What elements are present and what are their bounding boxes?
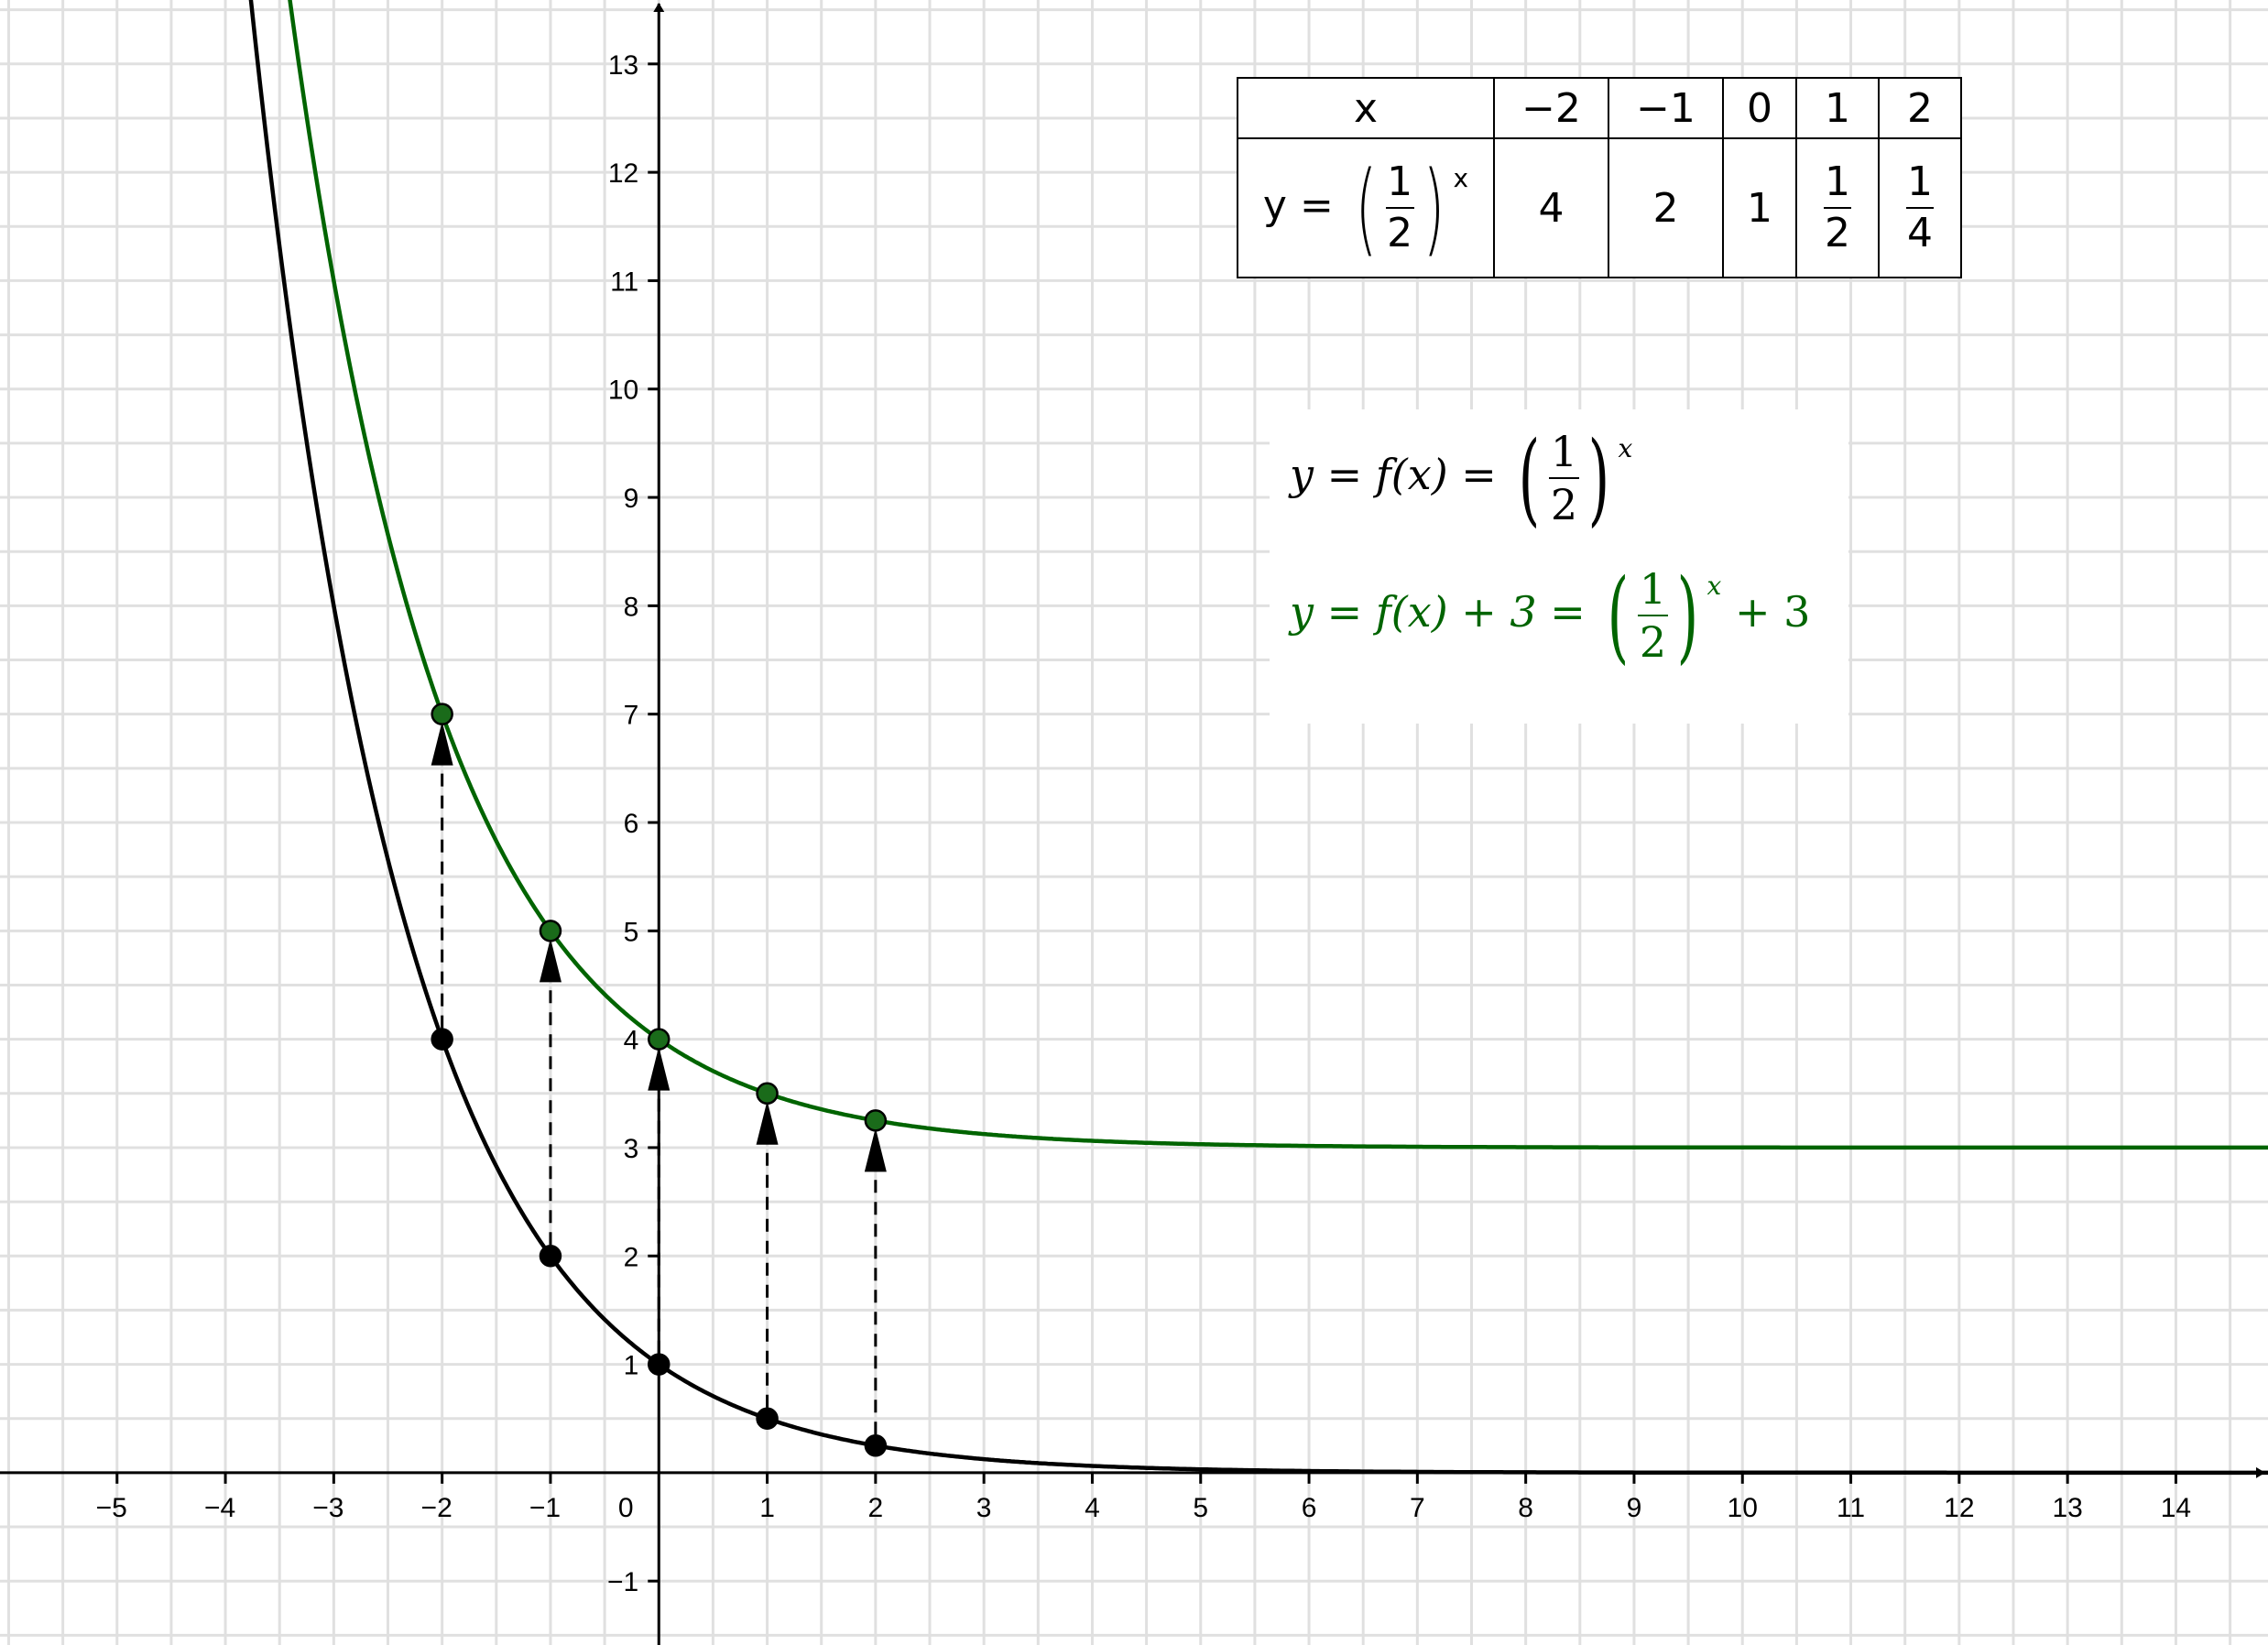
exponent: x (1453, 163, 1469, 193)
x-tick-label: 5 (1193, 1493, 1208, 1523)
point-f (864, 1434, 888, 1457)
shift-arrowhead (864, 1128, 887, 1172)
point-f (648, 1353, 671, 1376)
numerator: 1 (1550, 426, 1578, 476)
x-tick-label: 10 (1728, 1493, 1758, 1523)
x-tick-label: 4 (1085, 1493, 1100, 1523)
shift-arrowhead (539, 938, 562, 983)
numerator: 1 (1639, 563, 1667, 614)
formula-f-plus-3: y = f(x) + 3 = (1 2) x + 3 (1290, 557, 1811, 674)
equals-sign: = (1299, 182, 1334, 229)
x-tick-label: −5 (96, 1493, 127, 1523)
x-tick-label: 8 (1518, 1493, 1533, 1523)
y-tick-label: 6 (624, 809, 639, 839)
point-f-plus-3 (756, 1082, 779, 1106)
x-tick-label: 6 (1302, 1493, 1317, 1523)
formula-tail: + 3 (1734, 587, 1811, 637)
y-tick-label: 9 (624, 484, 639, 514)
point-f (756, 1407, 779, 1430)
y-tick-label: 5 (624, 917, 639, 947)
shift-arrowhead (431, 721, 453, 766)
y-tick-label: 12 (608, 158, 638, 189)
y-symbol: y (1262, 182, 1287, 229)
table-x-value: −2 (1493, 77, 1609, 139)
table-y-value: 2 (1608, 137, 1724, 278)
y-tick-label: 11 (610, 267, 638, 297)
x-tick-label: 1 (759, 1493, 775, 1523)
table-row-label: y = (1 2) x (1237, 137, 1495, 278)
formula-box: y = f(x) = (1 2) x y = f(x) + 3 = (1 2) x + … (1270, 409, 1848, 724)
x-tick-label: 11 (1837, 1493, 1865, 1523)
exponent: x (1618, 433, 1633, 463)
formula-lhs: y = f(x) + 3 = (1290, 587, 1586, 637)
point-f-plus-3 (431, 703, 453, 725)
table-header-x: x (1237, 77, 1495, 139)
y-tick-label: −1 (607, 1567, 638, 1597)
numerator: 1 (1906, 158, 1933, 205)
x-tick-label: 0 (618, 1493, 634, 1523)
exponent: x (1706, 571, 1722, 601)
y-tick-label: 10 (608, 376, 638, 406)
formula-f: y = f(x) = (1 2) x (1290, 419, 1633, 537)
point-f (539, 1245, 562, 1268)
x-tick-label: −3 (312, 1493, 343, 1523)
y-tick-label: 3 (624, 1134, 639, 1164)
point-f-plus-3 (864, 1109, 888, 1132)
x-tick-label: 13 (2052, 1493, 2082, 1523)
shift-arrowhead (756, 1100, 779, 1145)
point-f-plus-3 (539, 920, 562, 942)
curve-f-plus-3 (288, 0, 2268, 1150)
denominator: 2 (1387, 210, 1413, 256)
x-tick-label: 7 (1410, 1493, 1425, 1523)
curve-f (248, 0, 2268, 1476)
table-y-value: 1 (1722, 137, 1797, 278)
x-tick-label: −4 (204, 1493, 235, 1523)
table-y-value: 4 (1493, 137, 1609, 278)
point-f (431, 1028, 453, 1051)
table-x-value: 0 (1722, 77, 1797, 139)
denominator: 2 (1824, 210, 1850, 256)
shift-arrowhead (648, 1046, 671, 1091)
point-f-plus-3 (648, 1028, 671, 1051)
denominator: 2 (1639, 617, 1667, 667)
y-tick-label: 2 (624, 1242, 639, 1272)
numerator: 1 (1824, 158, 1850, 205)
table-x-value: 2 (1878, 77, 1962, 139)
table-x-value: 1 (1795, 77, 1880, 139)
x-tick-label: 9 (1627, 1493, 1642, 1523)
formula-lhs: y = f(x) = (1290, 450, 1497, 499)
x-tick-label: 14 (2161, 1493, 2191, 1523)
numerator: 1 (1387, 158, 1413, 205)
table-x-value: −1 (1608, 77, 1724, 139)
y-tick-label: 7 (624, 701, 639, 731)
x-tick-label: −1 (529, 1493, 561, 1523)
x-tick-label: −2 (421, 1493, 453, 1523)
y-tick-label: 1 (624, 1351, 639, 1381)
x-tick-label: 2 (868, 1493, 884, 1523)
y-tick-label: 8 (624, 592, 639, 622)
y-tick-label: 4 (624, 1026, 639, 1056)
x-tick-label: 3 (976, 1493, 992, 1523)
denominator: 2 (1550, 480, 1578, 529)
x-tick-label: 12 (1944, 1493, 1974, 1523)
y-tick-label: 13 (608, 50, 638, 81)
denominator: 4 (1906, 210, 1933, 256)
